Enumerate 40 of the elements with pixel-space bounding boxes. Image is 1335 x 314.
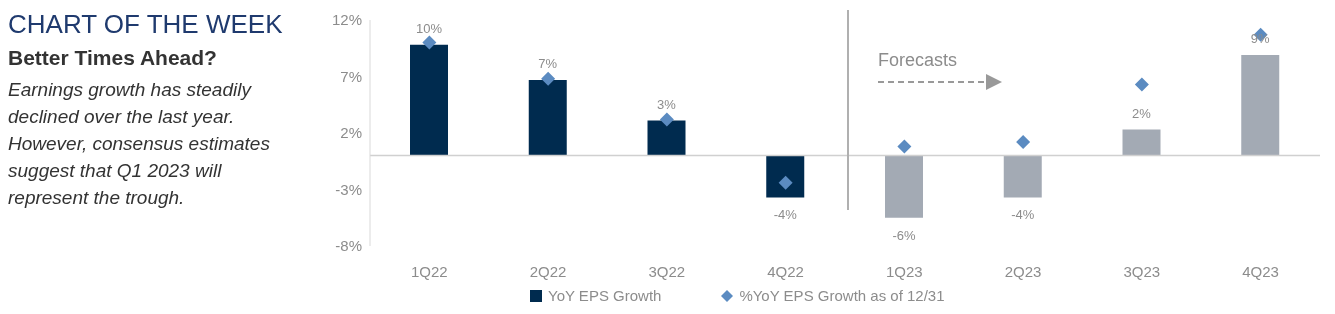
x-tick-label: 1Q22: [411, 262, 448, 280]
x-tick-label: 3Q23: [1123, 262, 1161, 280]
point: [1016, 135, 1031, 150]
x-tick-label: 2Q22: [529, 262, 567, 280]
point: [541, 71, 556, 86]
data-label: -4%: [773, 207, 798, 223]
bar: [1003, 155, 1042, 198]
x-tick-label: 4Q23: [1242, 262, 1279, 280]
bar: [885, 155, 923, 218]
point: [897, 139, 912, 154]
bar: [410, 44, 448, 156]
data-label: -4%: [1011, 207, 1035, 223]
data-label: 2%: [1132, 105, 1152, 121]
data-label: 10%: [415, 20, 443, 36]
x-tick-label: 4Q22: [767, 262, 804, 280]
data-label: 3%: [657, 96, 677, 112]
x-tick-label: 3Q22: [648, 262, 686, 280]
text: Better Times Ahead?: [8, 46, 218, 70]
legend-label: %YoY EPS Growth as of 12/31: [739, 287, 945, 304]
point: [422, 35, 437, 50]
point: [659, 112, 674, 127]
y-tick-label: 7%: [340, 67, 362, 85]
y-tick-label: 12%: [331, 11, 362, 29]
y-tick-label: 2%: [340, 124, 362, 142]
text: CHART OF THE WEEK: [8, 8, 284, 40]
y-tick-label: -8%: [335, 237, 362, 255]
annotation: Forecasts: [878, 50, 958, 71]
x-tick-label: 1Q23: [886, 262, 923, 280]
data-label: 7%: [538, 55, 558, 71]
data-label: -6%: [892, 227, 916, 243]
point: [1134, 77, 1149, 92]
bar: [1122, 129, 1161, 156]
bar: [528, 79, 567, 156]
text: Earnings growth has steadily declined over the last year. However, consensus estimates suggest that Q1 2023 will represent the trough.: [8, 78, 271, 210]
bar: [1241, 55, 1280, 156]
bar: [766, 155, 805, 198]
legend-label: YoY EPS Growth: [548, 287, 662, 304]
y-tick-label: -3%: [335, 180, 362, 198]
x-tick-label: 2Q23: [1004, 262, 1042, 280]
bar: [647, 120, 686, 156]
